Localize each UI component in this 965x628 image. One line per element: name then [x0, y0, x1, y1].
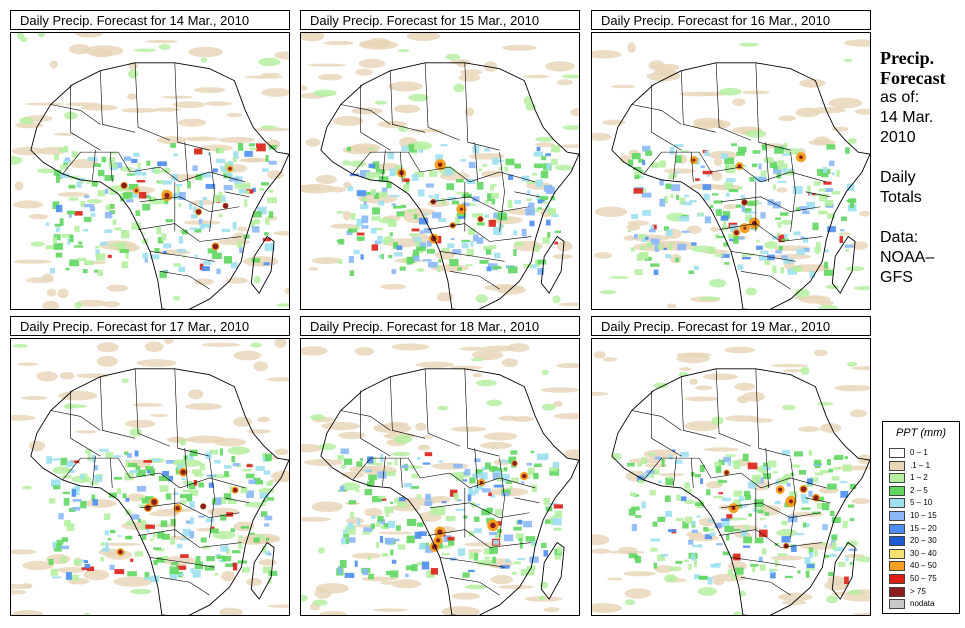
asof-date: 14 Mar. [880, 109, 934, 126]
africa-map-svg [592, 339, 870, 615]
africa-map-svg [11, 33, 289, 309]
totals-label: Daily [880, 169, 916, 186]
data-source: GFS [880, 269, 913, 286]
legend-label: 1 – 2 [910, 473, 928, 483]
panel-title: Daily Precip. Forecast for 17 Mar., 2010 [10, 316, 290, 336]
precip-map [591, 32, 871, 310]
legend-swatch [889, 460, 905, 471]
sidebar-heading: Precip. [880, 48, 935, 68]
precip-map [300, 32, 580, 310]
precip-map [591, 338, 871, 616]
totals-label: Totals [880, 189, 922, 206]
precip-map [300, 338, 580, 616]
legend-label: 15 – 20 [910, 523, 937, 533]
africa-map-svg [11, 339, 289, 615]
forecast-panel-6: Daily Precip. Forecast for 19 Mar., 2010 [591, 316, 871, 616]
panel-title: Daily Precip. Forecast for 14 Mar., 2010 [10, 10, 290, 30]
forecast-panel-5: Daily Precip. Forecast for 18 Mar., 2010 [300, 316, 580, 616]
legend-title: PPT (mm) [895, 427, 947, 439]
forecast-panel-1: Daily Precip. Forecast for 14 Mar., 2010 [10, 10, 290, 310]
data-source-label: Data: [880, 229, 919, 246]
legend-label: .1 – 1 [910, 460, 931, 470]
panel-title: Daily Precip. Forecast for 18 Mar., 2010 [300, 316, 580, 336]
forecast-panel-4: Daily Precip. Forecast for 17 Mar., 2010 [10, 316, 290, 616]
legend-swatch [889, 536, 905, 547]
africa-map-svg [301, 33, 579, 309]
legend-label: 30 – 40 [910, 548, 937, 558]
forecast-panel-3: Daily Precip. Forecast for 16 Mar., 2010 [591, 10, 871, 310]
legend-label: 5 – 10 [910, 498, 933, 508]
legend-swatch [889, 561, 905, 572]
data-source: NOAA– [880, 249, 935, 266]
legend-swatch [889, 473, 905, 484]
sidebar-info: Precip. Forecast as of: 14 Mar. 2010 Dai… [880, 48, 964, 288]
legend-swatch [889, 498, 905, 509]
asof-label: as of: [880, 89, 920, 106]
africa-map-svg [592, 33, 870, 309]
panel-title: Daily Precip. Forecast for 15 Mar., 2010 [300, 10, 580, 30]
forecast-panel-2: Daily Precip. Forecast for 15 Mar., 2010 [300, 10, 580, 310]
precip-map [10, 338, 290, 616]
legend-label: 50 – 75 [910, 574, 937, 583]
legend-swatch [889, 599, 905, 610]
asof-year: 2010 [880, 129, 916, 146]
legend-label: nodata [910, 599, 935, 609]
legend-label: 2 – 5 [910, 485, 928, 495]
africa-map-svg [301, 339, 579, 615]
legend-label: 0 – 1 [910, 448, 928, 457]
legend-label: 10 – 15 [910, 511, 937, 520]
precip-map [10, 32, 290, 310]
sidebar-heading: Forecast [880, 68, 946, 88]
legend-label: > 75 [910, 586, 926, 596]
ppt-legend: PPT (mm) 0 – 1 .1 – 1 1 – 2 2 – 5 5 – 10 10 –… [882, 421, 960, 614]
legend-label: 40 – 50 [910, 561, 937, 571]
legend-swatch [889, 511, 905, 521]
panel-title: Daily Precip. Forecast for 19 Mar., 2010 [591, 316, 871, 336]
legend-swatch [889, 448, 905, 458]
legend-swatch [889, 485, 905, 496]
legend-swatch [889, 574, 905, 584]
legend-swatch [889, 586, 905, 597]
legend-swatch [889, 523, 905, 534]
legend-label: 20 – 30 [910, 536, 937, 546]
panel-title: Daily Precip. Forecast for 16 Mar., 2010 [591, 10, 871, 30]
legend-swatch [889, 548, 905, 559]
